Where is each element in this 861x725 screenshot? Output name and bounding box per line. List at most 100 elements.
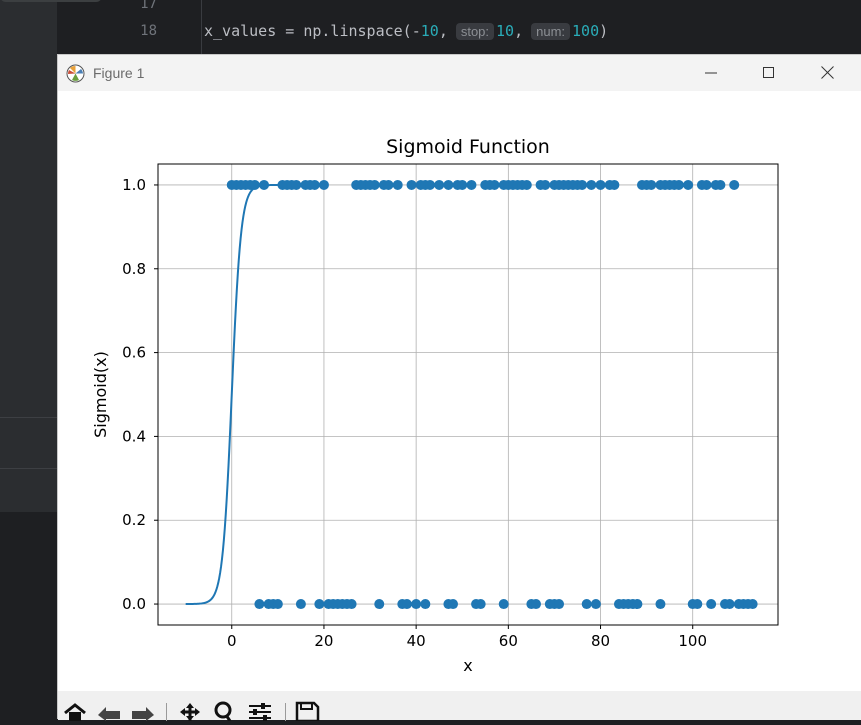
scatter-point <box>249 179 260 190</box>
back-button[interactable] <box>94 703 124 723</box>
code-number: 10 <box>420 22 439 40</box>
scatter-point <box>521 179 532 190</box>
minimize-button[interactable] <box>682 55 740 91</box>
forward-button[interactable] <box>128 703 158 723</box>
toolbar-separator <box>166 703 167 721</box>
code-number: 100 <box>572 22 600 40</box>
scatter-point <box>673 179 684 190</box>
scatter-point <box>683 179 694 190</box>
scatter-point <box>609 179 620 190</box>
parameter-hint: num: <box>531 23 571 40</box>
figure-window: Figure 1 0 20 40 60 80 100 0.0 0.2 0.4 0.6 0.8 1.0 S… <box>57 54 861 725</box>
line-number-gutter: 17 18 <box>117 0 201 54</box>
x-tick-label: 80 <box>591 632 610 650</box>
scatter-point <box>401 599 412 610</box>
x-tick-label: 20 <box>314 632 333 650</box>
scatter-point <box>434 179 445 190</box>
scatter-point <box>420 599 431 610</box>
scatter-point <box>475 599 486 610</box>
scatter-point <box>706 599 717 610</box>
navigation-toolbar <box>58 691 861 725</box>
minimize-icon <box>705 64 717 83</box>
plot-area <box>158 164 778 625</box>
line-number: 17 <box>140 0 157 12</box>
sigmoid-chart: 0 20 40 60 80 100 0.0 0.2 0.4 0.6 0.8 1.0 Sigmoid Fu… <box>91 136 779 675</box>
scatter-point <box>577 179 588 190</box>
scatter-point <box>646 179 657 190</box>
parameter-hint: stop: <box>455 23 495 40</box>
scatter-point <box>369 179 380 190</box>
ide-panel-tab[interactable] <box>0 0 102 2</box>
scatter-point <box>443 179 454 190</box>
scatter-point <box>406 179 417 190</box>
scatter-point <box>595 179 606 190</box>
window-title: Figure 1 <box>93 65 145 81</box>
y-tick-label: 1.0 <box>122 176 146 194</box>
y-tick-label: 0.8 <box>122 260 146 278</box>
pan-button[interactable] <box>175 703 205 723</box>
scatter-point <box>586 179 597 190</box>
figure-canvas[interactable]: 0 20 40 60 80 100 0.0 0.2 0.4 0.6 0.8 1.0 Sigmoid Fu… <box>58 91 861 691</box>
scatter-point <box>346 599 357 610</box>
scatter-point <box>632 599 643 610</box>
scatter-point <box>540 179 551 190</box>
scatter-point <box>254 599 265 610</box>
panel-divider <box>0 468 57 469</box>
save-button[interactable] <box>292 701 322 723</box>
panel-divider <box>0 417 57 418</box>
ide-side-panel <box>0 0 57 512</box>
scatter-point <box>554 599 565 610</box>
matplotlib-app-icon <box>66 64 85 83</box>
scatter-point <box>291 179 302 190</box>
scatter-point <box>424 179 435 190</box>
y-tick-label: 0.6 <box>122 344 146 362</box>
zoom-button[interactable] <box>209 701 239 725</box>
code-text: ) <box>599 22 609 40</box>
y-tick-label: 0.4 <box>122 427 146 445</box>
scatter-point <box>590 599 601 610</box>
x-tick-label: 60 <box>499 632 518 650</box>
home-icon <box>62 701 88 725</box>
code-text: , <box>438 22 448 40</box>
code-line[interactable]: x_values = np.linspace(-10, stop: 10, num: 1… <box>204 22 608 40</box>
code-text: , <box>514 22 524 40</box>
back-icon <box>96 701 122 725</box>
scatter-point <box>383 179 394 190</box>
x-axis-label: x <box>463 656 472 675</box>
pan-icon <box>177 701 203 725</box>
scatter-point <box>392 179 403 190</box>
scatter-point <box>466 179 477 190</box>
maximize-button[interactable] <box>740 55 798 91</box>
y-tick-label: 0.2 <box>122 511 146 529</box>
scatter-point <box>411 599 422 610</box>
scatter-point <box>530 599 541 610</box>
scatter-point <box>729 179 740 190</box>
scatter-point <box>309 179 320 190</box>
scatter-point <box>318 179 329 190</box>
y-tick-label: 0.0 <box>122 595 146 613</box>
scatter-point <box>724 599 735 610</box>
scatter-point <box>701 179 712 190</box>
window-titlebar[interactable]: Figure 1 <box>58 55 861 91</box>
zoom-icon <box>211 701 237 725</box>
x-tick-label: 100 <box>678 632 707 650</box>
chart-title: Sigmoid Function <box>386 136 550 158</box>
scatter-point <box>489 179 500 190</box>
toolbar-separator <box>285 703 286 721</box>
scatter-point <box>692 599 703 610</box>
code-number: 10 <box>496 22 515 40</box>
scatter-point <box>581 599 592 610</box>
axes-frame <box>157 163 779 626</box>
x-tick-label: 40 <box>407 632 426 650</box>
forward-icon <box>130 701 156 725</box>
scatter-point <box>457 179 468 190</box>
scatter-point <box>374 599 385 610</box>
scatter-point <box>715 179 726 190</box>
scatter-point <box>259 179 270 190</box>
configure-subplots-button[interactable] <box>245 703 275 723</box>
y-axis-label: Sigmoid(x) <box>91 351 110 438</box>
x-tick-label: 0 <box>227 632 237 650</box>
maximize-icon <box>763 64 775 83</box>
close-button[interactable] <box>798 55 856 91</box>
home-button[interactable] <box>60 703 90 723</box>
